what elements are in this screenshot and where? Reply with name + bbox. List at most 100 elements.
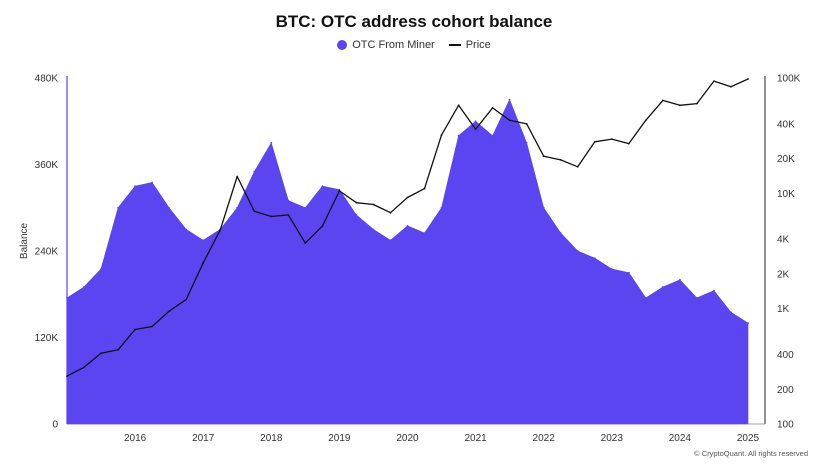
data-point-price (713, 80, 715, 82)
data-point-price (270, 215, 273, 218)
data-point-price (219, 229, 222, 232)
legend-swatch-price (448, 44, 461, 46)
y-tick-left-label: 480K (35, 74, 59, 85)
data-point-otc-from-miner (355, 214, 358, 216)
data-point-otc-from-miner (627, 271, 630, 274)
data-point-otc-from-miner (406, 224, 409, 227)
data-point-otc-from-miner (508, 98, 511, 101)
y-tick-left-label: 360K (35, 160, 59, 171)
data-point-otc-from-miner (423, 232, 426, 234)
x-tick-label: 2020 (396, 433, 419, 444)
data-point-otc-from-miner (474, 120, 477, 123)
data-point-price (508, 119, 511, 122)
y-tick-left-label: 240K (35, 247, 59, 258)
data-point-otc-from-miner (679, 278, 681, 281)
data-point-otc-from-miner (644, 297, 647, 299)
data-point-price (679, 104, 681, 107)
legend-label-price: Price (465, 39, 491, 51)
data-point-otc-from-miner (389, 239, 392, 242)
data-point-price (662, 99, 664, 102)
data-point-price (457, 104, 460, 107)
legend: OTC From Miner Price (0, 39, 828, 51)
data-point-price (151, 325, 154, 328)
data-point-price (236, 175, 239, 178)
data-point-otc-from-miner (100, 268, 102, 270)
x-tick-label: 2025 (737, 433, 760, 444)
chart-title: BTC: OTC address cohort balance (275, 12, 553, 31)
y-tick-right-label: 1K (777, 304, 790, 315)
data-point-price (202, 261, 205, 264)
data-point-price (287, 214, 290, 216)
data-point-otc-from-miner (593, 257, 596, 260)
data-point-otc-from-miner (134, 185, 137, 188)
legend-swatch-otc (337, 40, 348, 50)
data-point-price (730, 85, 732, 88)
y-tick-right-label: 10K (777, 189, 795, 200)
legend-label-otc: OTC From Miner (352, 39, 435, 51)
series-area-otc-from-miner (66, 98, 749, 425)
data-point-price (134, 328, 137, 331)
data-point-price (389, 211, 392, 214)
y-axis-left-title: Balance (19, 222, 30, 259)
data-point-price (355, 201, 358, 204)
data-point-price (696, 102, 698, 105)
data-point-price (423, 187, 426, 190)
data-point-otc-from-miner (168, 206, 171, 209)
data-point-otc-from-miner (542, 206, 545, 209)
x-tick-label: 2023 (601, 433, 624, 444)
y-tick-right-label: 200 (777, 385, 794, 396)
data-point-price (321, 225, 324, 228)
data-point-price (474, 128, 477, 131)
data-point-price (185, 298, 188, 301)
data-point-price (627, 142, 630, 145)
y-tick-right-label: 4K (777, 235, 790, 246)
data-point-otc-from-miner (696, 297, 698, 299)
data-point-price (372, 203, 375, 206)
data-point-otc-from-miner (576, 250, 579, 252)
data-point-otc-from-miner (730, 311, 732, 314)
data-point-otc-from-miner (491, 134, 494, 137)
data-point-otc-from-miner (610, 268, 613, 270)
data-point-otc-from-miner (457, 134, 460, 137)
data-point-otc-from-miner (321, 185, 324, 188)
y-tick-left-label: 0 (52, 420, 58, 431)
data-point-otc-from-miner (236, 206, 239, 209)
data-point-otc-from-miner (662, 286, 664, 288)
data-point-price (338, 190, 341, 192)
y-tick-right-label: 2K (777, 269, 790, 280)
data-point-otc-from-miner (304, 206, 307, 209)
data-point-price (440, 134, 443, 137)
x-tick-label: 2022 (533, 433, 556, 444)
legend-item-otc[interactable]: OTC From Miner (337, 39, 435, 51)
data-point-price (525, 123, 528, 125)
data-point-price (253, 210, 256, 213)
data-point-otc-from-miner (151, 181, 154, 184)
data-point-price (576, 165, 579, 168)
data-point-otc-from-miner (440, 206, 443, 209)
data-point-price (117, 348, 119, 351)
data-point-otc-from-miner (525, 142, 528, 144)
data-point-otc-from-miner (747, 322, 749, 324)
data-point-otc-from-miner (66, 297, 68, 299)
y-tick-right-label: 400 (777, 350, 794, 361)
y-tick-left-label: 120K (35, 333, 59, 344)
data-point-price (747, 78, 749, 80)
data-point-price (644, 119, 647, 122)
data-point-otc-from-miner (202, 239, 205, 242)
data-point-otc-from-miner (559, 232, 562, 234)
data-point-price (66, 375, 68, 377)
data-point-otc-from-miner (253, 170, 256, 173)
data-point-price (610, 138, 613, 141)
data-point-price (491, 107, 494, 109)
legend-item-price[interactable]: Price (448, 39, 491, 51)
x-tick-label: 2019 (328, 433, 351, 444)
y-tick-right-label: 20K (777, 154, 795, 165)
data-point-otc-from-miner (372, 228, 375, 231)
y-tick-right-label: 100K (777, 74, 801, 85)
data-point-otc-from-miner (713, 289, 715, 292)
data-point-price (304, 242, 307, 245)
y-tick-right-label: 100 (777, 420, 794, 431)
x-tick-label: 2018 (260, 433, 283, 444)
